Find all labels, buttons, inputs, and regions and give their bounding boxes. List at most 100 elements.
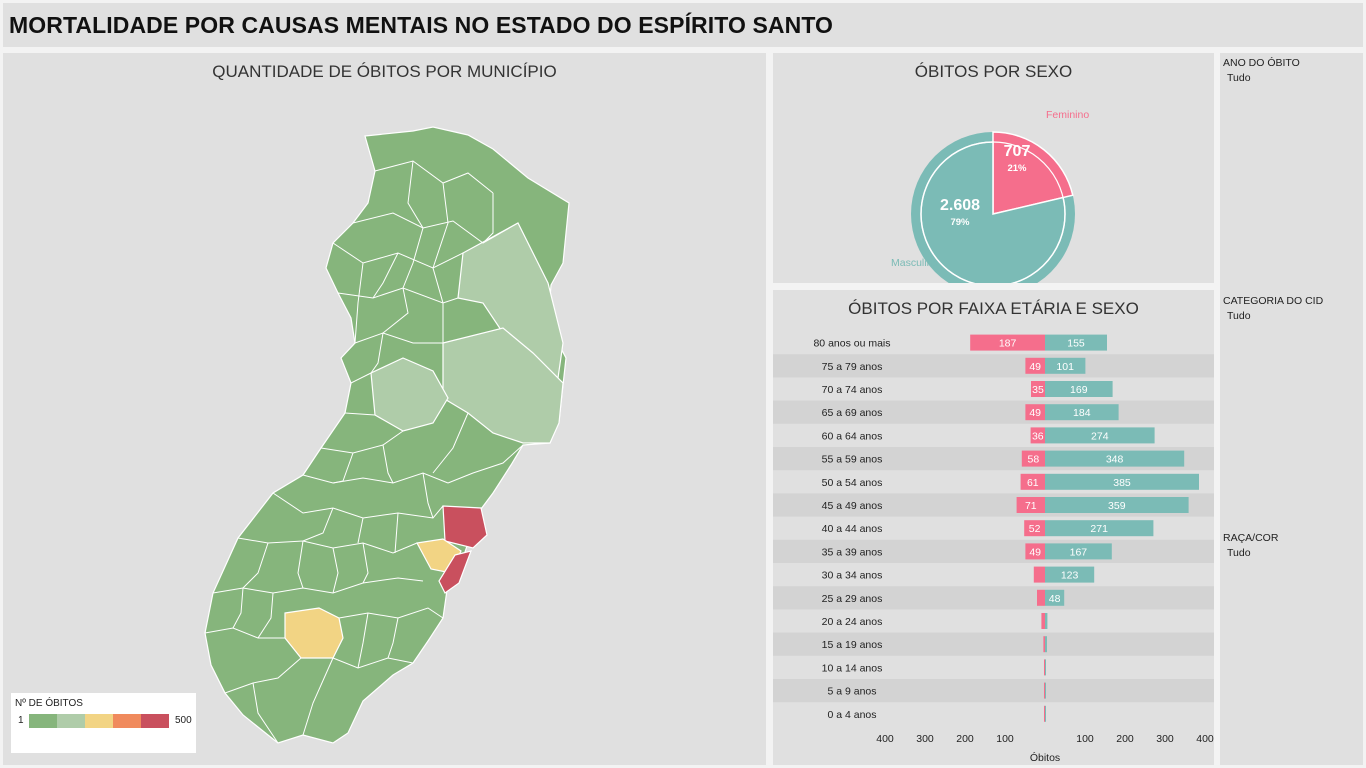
- bar-male[interactable]: [1045, 613, 1048, 629]
- municipality-region-colatina[interactable]: [370, 357, 449, 432]
- age-category-label: 80 anos ou mais: [813, 338, 890, 350]
- municipality-serra[interactable]: [442, 505, 488, 549]
- bar-female[interactable]: [1044, 682, 1045, 699]
- bar-male[interactable]: [1045, 543, 1112, 560]
- municipality-layer[interactable]: [204, 126, 570, 744]
- bar-male-value: 169: [1070, 384, 1088, 396]
- filter-race-value[interactable]: Tudo: [1227, 547, 1251, 559]
- bar-female[interactable]: [1031, 381, 1045, 397]
- legend-swatch-3: [85, 714, 113, 728]
- municipality-borders: [204, 160, 524, 744]
- bar-female[interactable]: [1030, 427, 1045, 444]
- age-category-label: 30 a 34 anos: [822, 570, 883, 582]
- age-bar-chart[interactable]: 80 anos ou mais 187 155 75 a 79 anos 49 101 70…: [773, 290, 1214, 765]
- age-category-label: 50 a 54 anos: [822, 477, 883, 489]
- age-category-label: 10 a 14 anos: [822, 662, 883, 674]
- row-band: [773, 632, 1214, 656]
- bar-female-value: 49: [1029, 407, 1041, 419]
- bar-female-value: 61: [1027, 477, 1039, 489]
- age-category-label: 60 a 64 anos: [822, 430, 883, 442]
- bar-male[interactable]: [1045, 357, 1086, 374]
- bar-female[interactable]: [1024, 520, 1045, 537]
- bar-female[interactable]: [1044, 659, 1045, 676]
- bar-male-value: 385: [1113, 477, 1131, 489]
- filter-cid-value[interactable]: Tudo: [1227, 310, 1251, 322]
- age-panel: ÓBITOS POR FAIXA ETÁRIA E SEXO 80 anos o…: [773, 290, 1214, 765]
- age-category-label: 15 a 19 anos: [822, 639, 883, 651]
- bar-male[interactable]: [1045, 497, 1189, 513]
- bar-male[interactable]: [1045, 473, 1199, 490]
- legend-swatch-2: [57, 714, 85, 728]
- legend-swatch-4: [113, 714, 141, 728]
- bar-male[interactable]: [1045, 636, 1047, 653]
- pie-label-masculino-percent: 79%: [950, 217, 970, 228]
- bar-female-value: 36: [1032, 430, 1044, 442]
- bar-male[interactable]: [1045, 682, 1046, 699]
- bar-male[interactable]: [1045, 381, 1113, 397]
- bar-female[interactable]: [1025, 357, 1045, 374]
- bar-female[interactable]: [1033, 566, 1045, 583]
- bar-male-value: 101: [1056, 361, 1074, 373]
- bar-female[interactable]: [1025, 543, 1045, 560]
- bar-male-value: 348: [1106, 454, 1124, 466]
- bar-male[interactable]: [1045, 705, 1046, 722]
- bar-male-value: 271: [1090, 523, 1108, 535]
- x-tick-label: 300: [1156, 733, 1174, 745]
- age-category-label: 5 a 9 anos: [827, 686, 876, 698]
- age-category-label: 65 a 69 anos: [822, 407, 883, 419]
- x-tick-label: 300: [916, 733, 934, 745]
- bar-female-value: 71: [1025, 500, 1037, 512]
- pie-inner-ring: [920, 141, 1066, 283]
- bar-female-value: 52: [1029, 523, 1041, 535]
- bar-male[interactable]: [1045, 450, 1185, 467]
- title-bar: MORTALIDADE POR CAUSAS MENTAIS NO ESTADO…: [3, 3, 1363, 47]
- sex-chart-title: ÓBITOS POR SEXO: [914, 62, 1073, 81]
- bar-male-value: 48: [1049, 593, 1061, 605]
- bar-female[interactable]: [970, 334, 1045, 351]
- bar-male-value: 155: [1067, 338, 1085, 350]
- filter-panel: ANO DO ÓBITO Tudo CATEGORIA DO CID Tudo …: [1220, 53, 1363, 765]
- bar-female-value: 49: [1029, 361, 1041, 373]
- bar-female-value: 49: [1029, 546, 1041, 558]
- legend-max: 500: [175, 715, 192, 726]
- bar-male[interactable]: [1045, 589, 1065, 606]
- sex-pie-chart[interactable]: 707 21% 2.608 79% Feminino Masculino: [773, 53, 1214, 283]
- filter-year-value[interactable]: Tudo: [1227, 72, 1251, 84]
- pie-label-masculino-value: 2.608: [940, 197, 980, 214]
- bar-female[interactable]: [1043, 636, 1045, 653]
- bar-male[interactable]: [1045, 334, 1107, 351]
- map-panel: QUANTIDADE DE ÓBITOS POR MUNICÍPIO: [3, 53, 766, 765]
- legend-min: 1: [18, 715, 24, 726]
- x-tick-label: 200: [1116, 733, 1134, 745]
- legend-swatch-5: [141, 714, 169, 728]
- x-axis-title: Óbitos: [1030, 751, 1060, 764]
- pie-slice-feminino[interactable]: [992, 131, 1074, 215]
- bar-male[interactable]: [1045, 427, 1155, 444]
- bar-male[interactable]: [1045, 404, 1119, 421]
- bar-female[interactable]: [1044, 705, 1045, 722]
- map-legend: Nº DE ÓBITOS 1 500: [11, 693, 196, 753]
- age-category-label: 70 a 74 anos: [822, 384, 883, 396]
- bar-male[interactable]: [1045, 659, 1046, 676]
- bar-male[interactable]: [1045, 566, 1095, 583]
- age-category-label: 0 a 4 anos: [827, 709, 876, 721]
- municipality-region-linhares[interactable]: [442, 327, 564, 444]
- pie-label-feminino-value: 707: [1004, 143, 1031, 160]
- sex-panel: ÓBITOS POR SEXO 707 21% 2.608 79% Feminino Ma…: [773, 53, 1214, 283]
- municipality-vila-velha[interactable]: [438, 550, 472, 594]
- bar-female[interactable]: [1016, 497, 1045, 513]
- bar-female[interactable]: [1021, 450, 1045, 467]
- bar-female[interactable]: [1041, 613, 1045, 629]
- state-map[interactable]: [3, 53, 766, 765]
- filter-race-label: RAÇA/COR: [1223, 532, 1279, 544]
- bar-female-value: 187: [999, 338, 1017, 350]
- municipality-cachoeiro[interactable]: [284, 607, 344, 659]
- bar-male-value: 123: [1061, 570, 1079, 582]
- bar-female[interactable]: [1037, 589, 1045, 606]
- bar-female[interactable]: [1020, 473, 1045, 490]
- bar-female[interactable]: [1025, 404, 1045, 421]
- dashboard-title: MORTALIDADE POR CAUSAS MENTAIS NO ESTADO…: [9, 12, 834, 38]
- age-category-label: 40 a 44 anos: [822, 523, 883, 535]
- bar-male[interactable]: [1045, 520, 1154, 537]
- bar-female-value: 35: [1032, 384, 1044, 396]
